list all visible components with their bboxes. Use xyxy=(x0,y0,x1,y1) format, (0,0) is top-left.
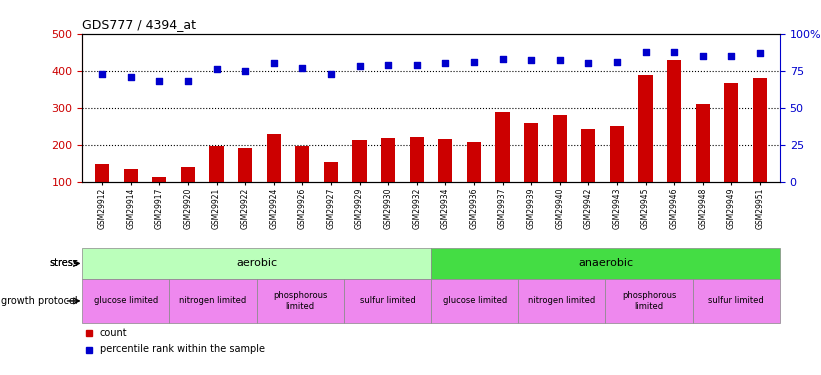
Bar xyxy=(152,177,167,219)
Point xyxy=(124,74,137,80)
Bar xyxy=(438,139,452,219)
Text: glucose limited: glucose limited xyxy=(94,296,158,305)
Point xyxy=(181,78,195,84)
Point xyxy=(382,62,395,68)
Point xyxy=(582,60,595,66)
Point xyxy=(496,56,509,62)
Point xyxy=(267,60,280,66)
Point xyxy=(725,53,738,59)
Text: nitrogen limited: nitrogen limited xyxy=(528,296,595,305)
Bar xyxy=(518,279,606,322)
Bar xyxy=(606,279,693,322)
Bar xyxy=(753,78,767,219)
Text: glucose limited: glucose limited xyxy=(443,296,507,305)
Point xyxy=(553,57,566,63)
Bar xyxy=(524,123,539,219)
Bar xyxy=(352,140,367,219)
Bar xyxy=(95,164,109,219)
Text: phosphorous
limited: phosphorous limited xyxy=(273,291,328,310)
Bar xyxy=(82,248,431,279)
Bar xyxy=(323,162,338,219)
Bar xyxy=(724,82,738,219)
Point xyxy=(296,65,309,71)
Point xyxy=(754,50,767,56)
Point xyxy=(438,60,452,66)
Point xyxy=(696,53,709,59)
Point xyxy=(353,63,366,69)
Point xyxy=(667,48,681,54)
Bar xyxy=(693,279,780,322)
Bar xyxy=(431,279,518,322)
Text: sulfur limited: sulfur limited xyxy=(360,296,415,305)
Bar xyxy=(181,167,195,219)
Point xyxy=(239,68,252,74)
Bar xyxy=(410,138,424,219)
Text: nitrogen limited: nitrogen limited xyxy=(179,296,246,305)
Text: stress: stress xyxy=(49,258,78,268)
Bar xyxy=(581,129,595,219)
Bar xyxy=(296,146,310,219)
Text: GDS777 / 4394_at: GDS777 / 4394_at xyxy=(82,18,196,31)
Bar xyxy=(238,148,252,219)
Text: sulfur limited: sulfur limited xyxy=(709,296,764,305)
Point xyxy=(467,59,480,65)
Point xyxy=(95,71,108,77)
Bar xyxy=(344,279,431,322)
Text: aerobic: aerobic xyxy=(236,258,277,268)
Bar xyxy=(431,248,780,279)
Point xyxy=(324,71,337,77)
Text: phosphorous
limited: phosphorous limited xyxy=(622,291,677,310)
Text: count: count xyxy=(99,328,127,338)
Point xyxy=(610,59,623,65)
Bar xyxy=(267,135,281,219)
Bar xyxy=(209,146,223,219)
Bar xyxy=(124,169,138,219)
Text: percentile rank within the sample: percentile rank within the sample xyxy=(99,345,264,354)
Bar xyxy=(82,279,169,322)
Bar xyxy=(495,112,510,219)
Point xyxy=(525,57,538,63)
Bar xyxy=(467,142,481,219)
Point xyxy=(153,78,166,84)
Point xyxy=(210,66,223,72)
Point xyxy=(410,62,424,68)
Text: growth protocol: growth protocol xyxy=(2,296,78,306)
Text: stress: stress xyxy=(49,258,78,268)
Bar xyxy=(667,60,681,219)
Point xyxy=(639,48,652,54)
Bar xyxy=(639,75,653,219)
Bar xyxy=(256,279,344,322)
Text: anaerobic: anaerobic xyxy=(578,258,633,268)
Bar xyxy=(553,115,566,219)
Bar xyxy=(381,138,395,219)
Bar xyxy=(695,104,710,219)
Bar xyxy=(169,279,256,322)
Bar xyxy=(610,126,624,219)
